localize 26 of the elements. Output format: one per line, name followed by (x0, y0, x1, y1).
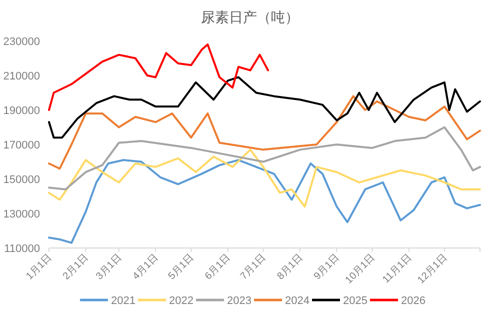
y-tick-label: 230000 (3, 36, 40, 48)
legend-label: 2026 (401, 295, 426, 307)
y-tick-label: 130000 (3, 208, 40, 220)
x-tick-label: 3月1日 (94, 252, 124, 282)
y-tick-label: 210000 (3, 70, 40, 82)
x-tick-label: 10月1日 (344, 252, 378, 286)
x-tick-label: 11月1日 (380, 252, 414, 286)
y-tick-label: 190000 (3, 105, 40, 117)
y-tick-label: 110000 (4, 243, 40, 255)
x-tick-label: 12月1日 (416, 252, 450, 286)
x-tick-label: 9月1日 (312, 252, 342, 282)
x-tick-label: 8月1日 (275, 252, 306, 282)
x-tick-label: 5月1日 (166, 252, 196, 282)
y-tick-label: 150000 (3, 174, 40, 186)
y-tick-label: 170000 (3, 140, 40, 152)
title: 尿素日产（吨） (201, 9, 299, 25)
x-tick-label: 2月1日 (61, 252, 91, 282)
legend-label: 2023 (227, 295, 252, 307)
x-tick-label: 1月1日 (24, 252, 54, 282)
legend-label: 2024 (285, 295, 310, 307)
legend-label: 2021 (111, 295, 136, 307)
legend-label: 2025 (343, 295, 368, 307)
x-tick-label: 7月1日 (238, 252, 268, 282)
legend-label: 2022 (169, 295, 194, 307)
x-tick-label: 4月1日 (130, 252, 161, 282)
x-tick-label: 6月1日 (203, 252, 233, 282)
